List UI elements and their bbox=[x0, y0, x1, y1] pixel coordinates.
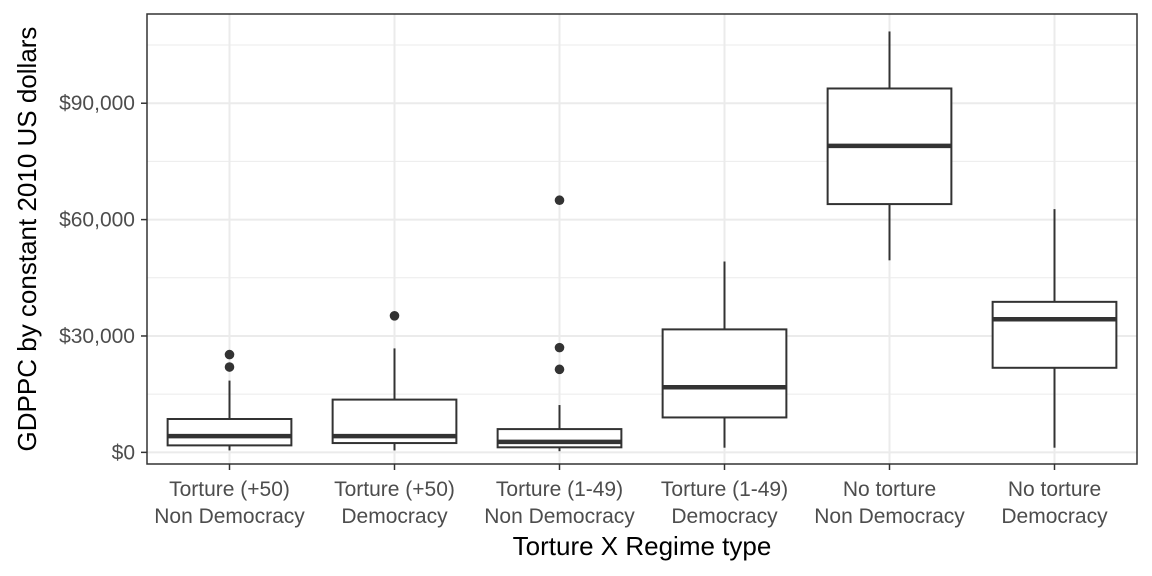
x-tick-label: Torture (1-49) Non Democracy bbox=[484, 478, 635, 528]
x-axis-title: Torture X Regime type bbox=[513, 531, 772, 561]
outlier-point bbox=[224, 349, 235, 360]
box-iqr bbox=[991, 300, 1118, 369]
outlier-point bbox=[224, 362, 235, 372]
y-tick-label: $30,000 bbox=[59, 325, 135, 348]
box-group bbox=[661, 261, 788, 448]
y-axis-title: GDPPC by constant 2010 US dollars bbox=[12, 27, 42, 452]
panel-border bbox=[146, 13, 1138, 465]
box-iqr bbox=[661, 328, 788, 419]
box-iqr bbox=[166, 418, 293, 447]
box-group bbox=[166, 349, 293, 451]
x-tick-label-line: Non Democracy bbox=[154, 505, 305, 528]
grid-layer bbox=[147, 14, 1137, 464]
y-tick-label: $0 bbox=[112, 441, 135, 464]
y-tick-label: $90,000 bbox=[59, 92, 135, 115]
x-tick-label-line: No torture bbox=[843, 478, 936, 501]
x-tick-label: Torture (+50) Non Democracy bbox=[154, 478, 305, 528]
x-tick-label-line: Non Democracy bbox=[814, 505, 965, 528]
outlier-point bbox=[554, 364, 565, 375]
x-tick-label-line: Torture (1-49) bbox=[661, 478, 788, 501]
outlier-point bbox=[554, 195, 565, 206]
x-tick-label-line: No torture bbox=[1008, 478, 1101, 501]
box-iqr bbox=[496, 428, 623, 449]
y-tick-label: $60,000 bbox=[59, 209, 135, 232]
box-group bbox=[331, 311, 458, 451]
x-tick-label: No torture Non Democracy bbox=[814, 478, 965, 528]
panel-background bbox=[147, 14, 1137, 464]
box-group bbox=[991, 209, 1118, 448]
x-tick-label-line: Democracy bbox=[341, 505, 448, 528]
x-tick-label: Torture (+50) Democracy bbox=[334, 478, 455, 528]
box-layer bbox=[166, 31, 1118, 452]
outlier-point bbox=[389, 311, 400, 321]
x-tick-label: Torture (1-49) Democracy bbox=[661, 478, 788, 528]
x-tick-label-line: Democracy bbox=[671, 505, 778, 528]
axis-layer: $0 $30,000 $60,000 $90,000 Torture (+50) Non … bbox=[59, 92, 1108, 528]
box-group bbox=[496, 195, 623, 452]
x-tick-label-line: Torture (+50) bbox=[169, 478, 290, 501]
box-group bbox=[826, 31, 953, 261]
x-tick-label-line: Non Democracy bbox=[484, 505, 635, 528]
x-tick-label-line: Democracy bbox=[1001, 505, 1108, 528]
outlier-point bbox=[554, 342, 565, 353]
x-tick-label-line: Torture (1-49) bbox=[496, 478, 623, 501]
x-tick-label-line: Torture (+50) bbox=[334, 478, 455, 501]
x-tick-label: No torture Democracy bbox=[1001, 478, 1108, 528]
